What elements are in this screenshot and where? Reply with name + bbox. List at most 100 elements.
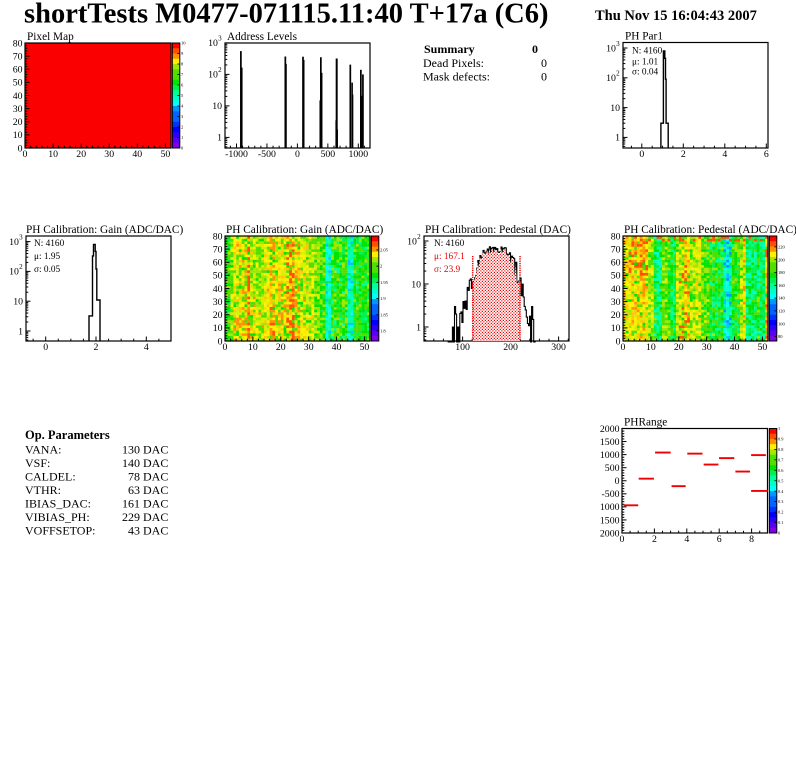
svg-text:6: 6 <box>717 534 722 545</box>
svg-text:IBIAS_DAC:: IBIAS_DAC: <box>25 497 91 511</box>
svg-text:161: 161 <box>122 497 140 511</box>
svg-text:VIBIAS_PH:: VIBIAS_PH: <box>25 510 90 524</box>
svg-text:10: 10 <box>411 279 421 290</box>
svg-text:30: 30 <box>702 342 712 353</box>
svg-text:80: 80 <box>778 334 783 339</box>
svg-text:80: 80 <box>213 231 223 242</box>
svg-text:0: 0 <box>23 149 28 160</box>
svg-text:160: 160 <box>778 283 786 288</box>
svg-text:2000: 2000 <box>600 424 620 435</box>
svg-text:2: 2 <box>681 149 686 160</box>
svg-text:2: 2 <box>417 233 421 241</box>
svg-text:1: 1 <box>778 426 780 431</box>
svg-text:30: 30 <box>304 342 314 353</box>
svg-text:60: 60 <box>611 258 621 269</box>
svg-text:63: 63 <box>128 483 140 497</box>
svg-text:PH Calibration: Pedestal (DAC): PH Calibration: Pedestal (DAC) <box>425 224 571 236</box>
svg-text:VANA:: VANA: <box>25 443 61 457</box>
svg-text:30: 30 <box>104 149 114 160</box>
svg-text:40: 40 <box>730 342 740 353</box>
svg-text:0: 0 <box>778 531 780 536</box>
svg-text:1: 1 <box>217 133 222 144</box>
svg-text:220: 220 <box>778 245 786 250</box>
svg-text:N: 4160: N: 4160 <box>632 47 663 57</box>
svg-text:10: 10 <box>48 149 58 160</box>
svg-text:9: 9 <box>181 51 184 56</box>
svg-text:10: 10 <box>606 73 616 84</box>
svg-text:σ: 23.9: σ: 23.9 <box>434 265 461 275</box>
svg-text:10: 10 <box>646 342 656 353</box>
svg-text:120: 120 <box>778 309 786 314</box>
svg-text:20: 20 <box>611 310 621 321</box>
svg-text:0: 0 <box>43 342 48 353</box>
svg-text:4: 4 <box>144 342 149 353</box>
svg-text:1: 1 <box>416 322 421 333</box>
svg-text:0: 0 <box>615 476 620 487</box>
svg-text:78: 78 <box>128 470 140 484</box>
svg-text:1: 1 <box>181 135 183 140</box>
svg-text:10: 10 <box>208 38 218 49</box>
svg-text:Address Levels: Address Levels <box>227 31 297 43</box>
svg-text:Pixel Map: Pixel Map <box>27 31 74 43</box>
svg-text:10: 10 <box>611 323 621 334</box>
svg-text:Op. Parameters: Op. Parameters <box>25 428 110 442</box>
svg-text:1.95: 1.95 <box>380 280 389 285</box>
svg-text:140: 140 <box>122 456 140 470</box>
svg-text:10: 10 <box>9 237 19 248</box>
svg-text:10: 10 <box>13 297 23 308</box>
svg-text:PH Par1: PH Par1 <box>625 31 663 43</box>
svg-text:300: 300 <box>551 342 566 353</box>
svg-text:VSF:: VSF: <box>25 456 50 470</box>
svg-text:DAC: DAC <box>143 483 168 497</box>
svg-text:N: 4160: N: 4160 <box>434 239 465 249</box>
svg-text:6: 6 <box>764 149 769 160</box>
svg-text:20: 20 <box>276 342 286 353</box>
svg-text:σ: 0.05: σ: 0.05 <box>34 265 61 275</box>
svg-text:20: 20 <box>13 117 23 128</box>
svg-text:30: 30 <box>611 297 621 308</box>
svg-text:2: 2 <box>616 70 620 78</box>
svg-text:1.9: 1.9 <box>380 296 386 301</box>
svg-text:-1000: -1000 <box>225 149 248 160</box>
svg-text:Mask defects:: Mask defects: <box>423 70 490 84</box>
svg-text:-500: -500 <box>258 149 276 160</box>
svg-text:0: 0 <box>616 336 621 347</box>
svg-text:2: 2 <box>380 264 382 269</box>
svg-text:80: 80 <box>13 38 23 49</box>
svg-text:30: 30 <box>13 104 23 115</box>
svg-text:0: 0 <box>181 146 184 151</box>
svg-text:1500: 1500 <box>600 515 620 526</box>
svg-text:43: 43 <box>128 524 140 538</box>
svg-text:8: 8 <box>181 62 184 67</box>
svg-text:1000: 1000 <box>600 502 620 513</box>
svg-text:70: 70 <box>611 245 621 256</box>
svg-text:3: 3 <box>218 35 222 43</box>
svg-text:60: 60 <box>213 258 223 269</box>
svg-text:200: 200 <box>778 257 786 262</box>
svg-text:0.8: 0.8 <box>778 447 783 452</box>
svg-text:VOFFSETOP:: VOFFSETOP: <box>25 524 95 538</box>
svg-text:0: 0 <box>541 56 547 70</box>
svg-text:2.05: 2.05 <box>380 248 389 253</box>
svg-text:1: 1 <box>615 133 620 144</box>
svg-text:20: 20 <box>76 149 86 160</box>
svg-text:7: 7 <box>181 72 184 77</box>
svg-text:10: 10 <box>213 323 223 334</box>
svg-text:6: 6 <box>181 83 184 88</box>
svg-text:3: 3 <box>19 233 23 241</box>
svg-text:40: 40 <box>13 91 23 102</box>
svg-text:50: 50 <box>161 149 171 160</box>
svg-text:10: 10 <box>212 101 222 112</box>
svg-text:DAC: DAC <box>143 470 168 484</box>
svg-text:0.4: 0.4 <box>778 489 784 494</box>
svg-text:10: 10 <box>9 267 19 278</box>
svg-text:10: 10 <box>606 43 616 54</box>
svg-text:40: 40 <box>611 284 621 295</box>
svg-text:3: 3 <box>616 40 620 48</box>
svg-text:40: 40 <box>213 284 223 295</box>
svg-text:PH Calibration: Pedestal (ADC/: PH Calibration: Pedestal (ADC/DAC) <box>624 224 796 236</box>
svg-text:PHRange: PHRange <box>624 417 667 429</box>
svg-text:μ: 1.95: μ: 1.95 <box>34 252 61 262</box>
svg-text:0.2: 0.2 <box>778 510 783 515</box>
svg-text:70: 70 <box>213 245 223 256</box>
